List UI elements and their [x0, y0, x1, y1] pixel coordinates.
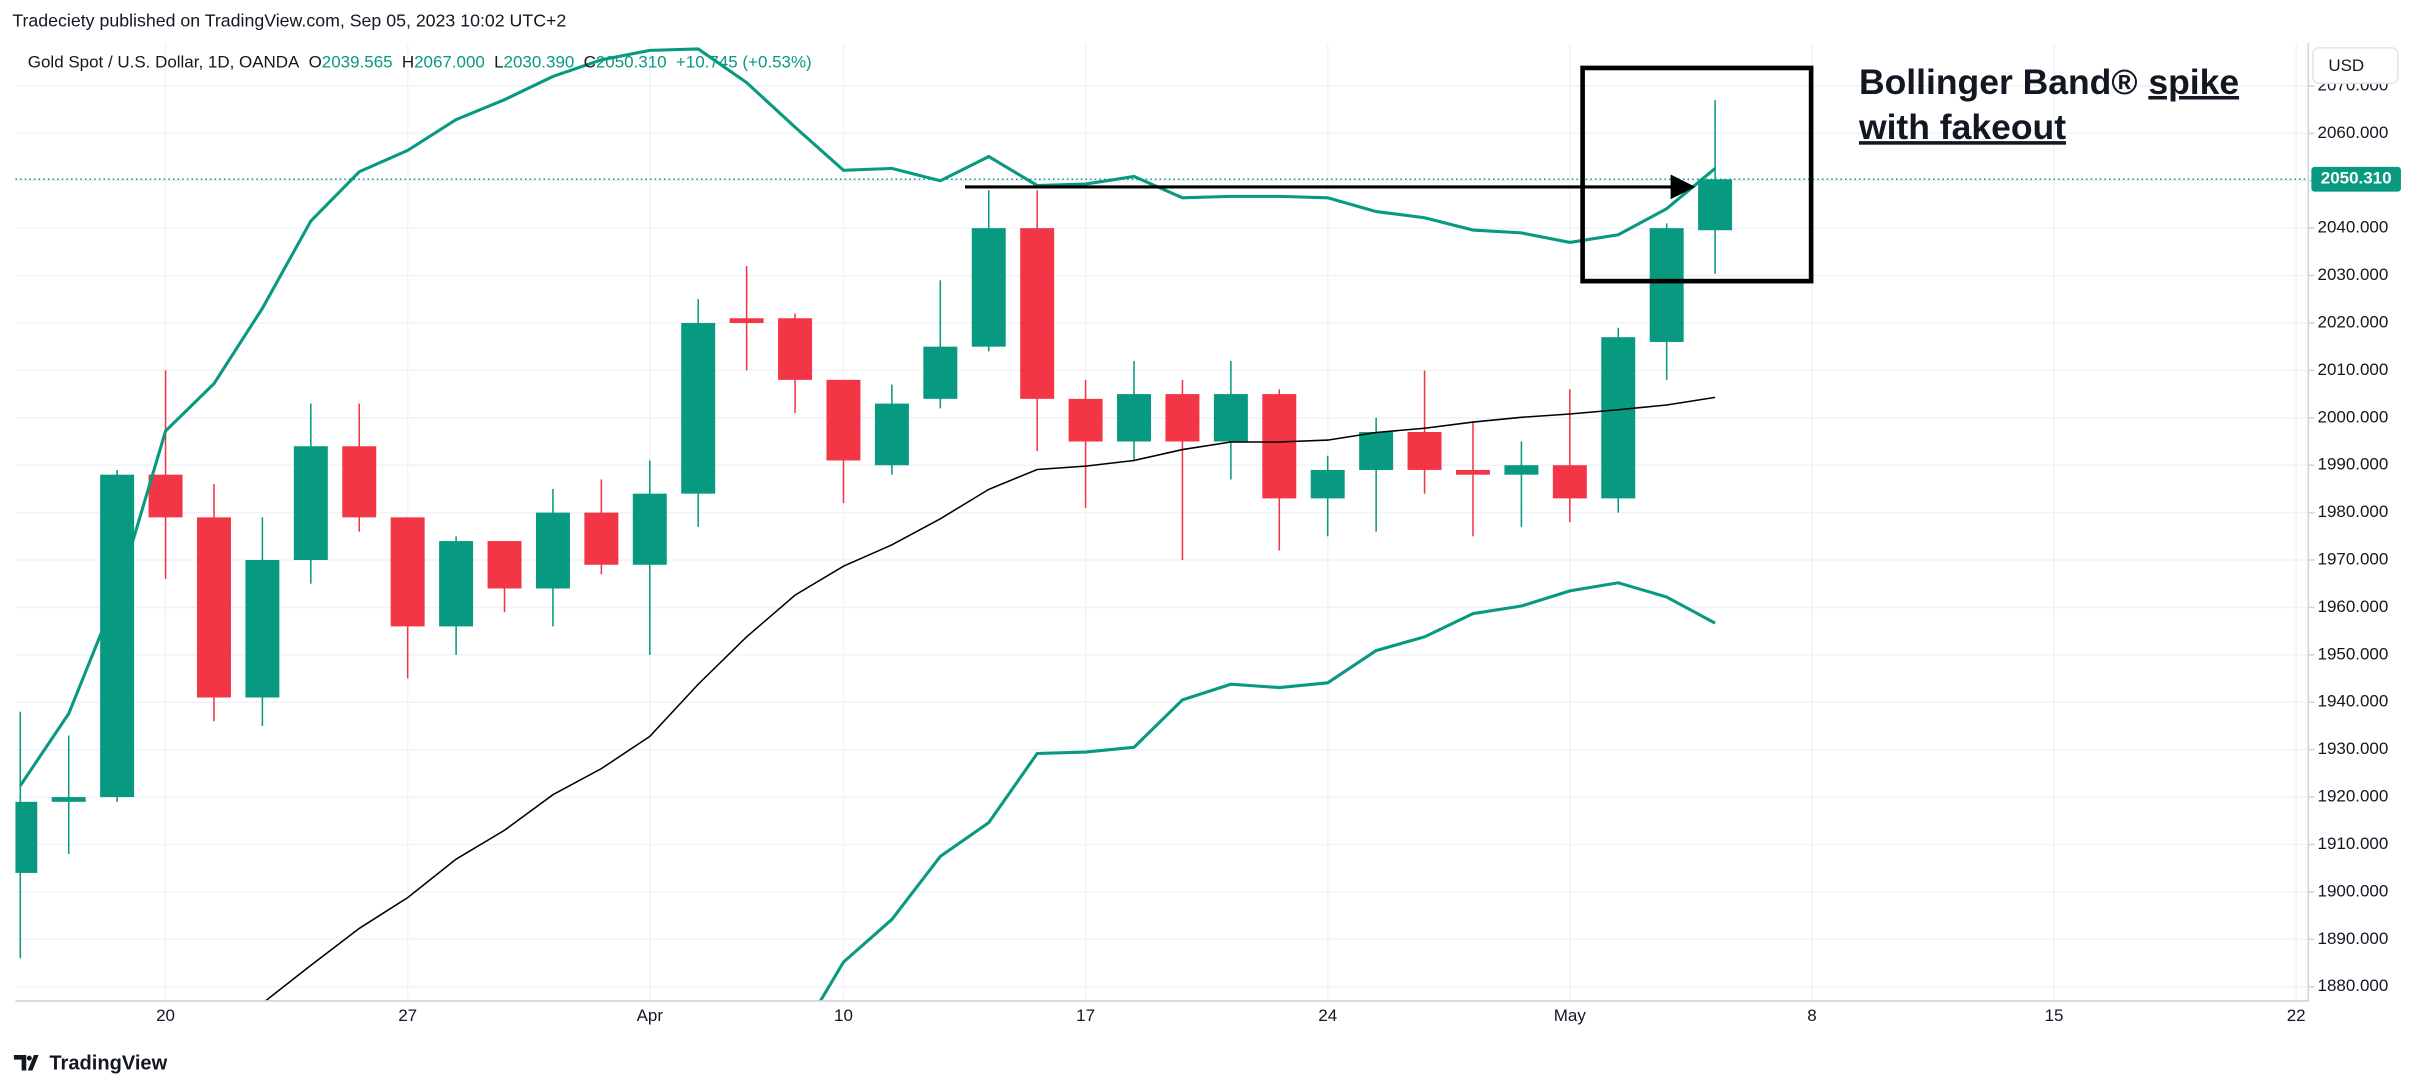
candle-body — [15, 801, 38, 873]
y-tick-label: 1950.000 — [2318, 644, 2389, 663]
candle-body — [1310, 469, 1345, 499]
ohlc-key: H — [402, 53, 414, 72]
x-tick-label: May — [1554, 1006, 1587, 1025]
highlight-box — [1580, 65, 1814, 284]
x-tick-label: 17 — [1076, 1006, 1095, 1025]
x-tick-label: 10 — [834, 1006, 853, 1025]
candle-body — [874, 403, 909, 466]
y-tick-label: 2060.000 — [2318, 123, 2389, 142]
candle-body — [1698, 179, 1733, 231]
y-tick-label: 2010.000 — [2318, 360, 2389, 379]
candle-body — [100, 474, 135, 798]
candle-body — [1504, 465, 1539, 475]
x-tick-label: 20 — [156, 1006, 175, 1025]
annotation-text: spike — [2148, 62, 2239, 102]
candle-body — [1213, 394, 1248, 442]
symbol: Gold Spot / U.S. Dollar, 1D, OANDA — [28, 53, 300, 72]
y-tick-label: 1990.000 — [2318, 455, 2389, 474]
ohlc-key: C — [584, 53, 596, 72]
y-tick-label: 1970.000 — [2318, 550, 2389, 569]
candle-body — [632, 493, 667, 565]
y-tick-label: 1940.000 — [2318, 692, 2389, 711]
candle-body — [1601, 337, 1636, 499]
last-price-label: 2050.310 — [2321, 169, 2392, 188]
candle-body — [1359, 432, 1394, 470]
published-line: Tradeciety published on TradingView.com,… — [12, 10, 566, 30]
candle-body — [923, 346, 958, 399]
candle-body — [729, 318, 764, 323]
currency[interactable]: USD — [2328, 56, 2364, 75]
y-tick-label: 2030.000 — [2318, 265, 2389, 284]
candle-body — [1649, 228, 1684, 342]
y-tick-label: 1930.000 — [2318, 739, 2389, 758]
change: +10.745 (+0.53%) — [676, 53, 812, 72]
candle-body — [584, 512, 619, 565]
y-tick-label: 1920.000 — [2318, 787, 2389, 806]
candle-body — [1407, 432, 1442, 470]
x-tick-label: 8 — [1807, 1006, 1816, 1025]
plot — [15, 47, 1733, 1001]
footer-brand: TradingView — [49, 1053, 167, 1075]
y-tick-label: 2040.000 — [2318, 218, 2389, 237]
annotation-text: Bollinger Band® — [1859, 62, 2138, 102]
candle-body — [196, 517, 231, 698]
candle-body — [487, 541, 522, 589]
ohlc-key: O — [309, 53, 322, 72]
grid — [15, 43, 2309, 1001]
candle-body — [293, 446, 328, 561]
candle-body — [971, 228, 1006, 347]
y-tick-label: 2020.000 — [2318, 312, 2389, 331]
candle-body — [342, 446, 377, 518]
candle-body — [148, 474, 183, 518]
candle-body — [535, 512, 570, 589]
annotation-text: with fakeout — [1858, 107, 2066, 147]
y-tick-label: 1880.000 — [2318, 976, 2389, 995]
y-tick-label: 2000.000 — [2318, 407, 2389, 426]
annotation: Bollinger Band® spike — [1859, 62, 2239, 102]
candle-body — [1117, 394, 1152, 442]
x-tick-label: 15 — [2045, 1006, 2064, 1025]
y-tick-label: 1890.000 — [2318, 929, 2389, 948]
candle-body — [826, 379, 861, 461]
symbol-legend: Gold Spot / U.S. Dollar, 1D, OANDA O2039.… — [28, 53, 812, 72]
ohlc-key: L — [494, 53, 503, 72]
bollinger-line — [818, 581, 1716, 1001]
y-tick-label: 1980.000 — [2318, 502, 2389, 521]
candle-body — [439, 541, 474, 627]
last-price-tag — [2311, 166, 2401, 192]
currency-button[interactable] — [2312, 47, 2399, 85]
y-tick-label: 1960.000 — [2318, 597, 2389, 616]
x-tick-label: 24 — [1318, 1006, 1337, 1025]
candle-body — [1262, 394, 1297, 499]
candle-body — [778, 318, 813, 380]
x-tick-label: Apr — [637, 1006, 664, 1025]
candle-body — [1456, 469, 1490, 475]
y-tick-label: 1900.000 — [2318, 881, 2389, 900]
x-tick-label: 22 — [2287, 1006, 2306, 1025]
bollinger-line — [19, 47, 1717, 787]
ohlc-value: 2050.310 — [596, 53, 667, 72]
axes: 1880.000 1890.000 1900.000 1910.000 1920.000… — [156, 75, 2388, 1024]
candle-body — [390, 517, 425, 627]
candle-body — [1552, 465, 1587, 499]
candle-body — [1020, 228, 1055, 399]
x-tick-label: 27 — [398, 1006, 417, 1025]
candle-body — [1068, 398, 1103, 442]
bollinger-line — [264, 396, 1716, 1001]
y-tick-label: 1910.000 — [2318, 834, 2389, 853]
ohlc-value: 2067.000 — [414, 53, 485, 72]
candle-body — [51, 797, 86, 802]
ohlc-value: 2030.390 — [504, 53, 575, 72]
footer-logo — [13, 1055, 39, 1071]
candle-body — [245, 560, 280, 698]
candle-body — [1165, 394, 1200, 442]
ohlc-value: 2039.565 — [322, 53, 393, 72]
candle-body — [681, 322, 716, 494]
